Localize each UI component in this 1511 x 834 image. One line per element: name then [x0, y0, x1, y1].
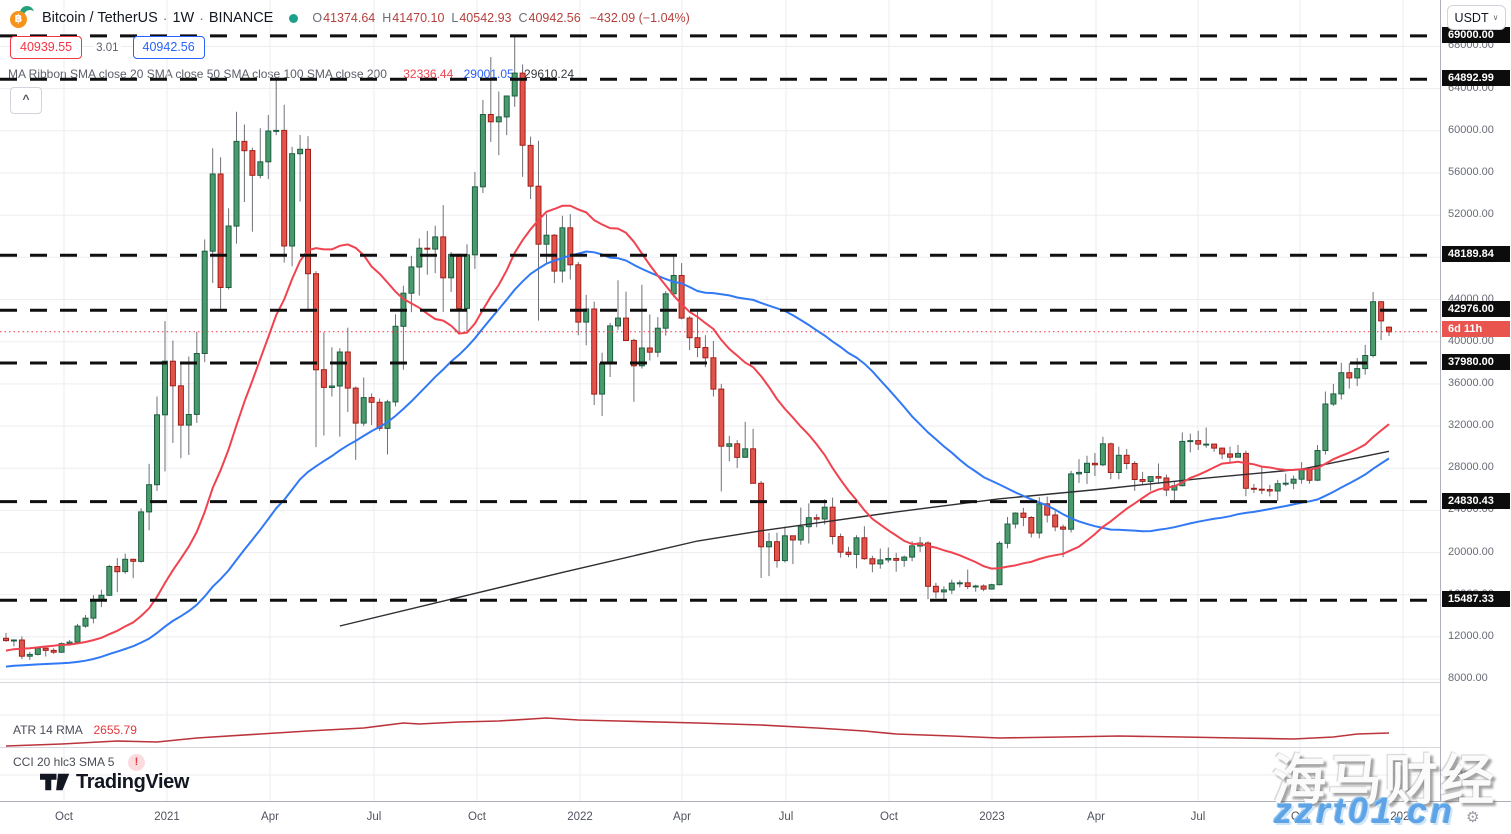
currency-label: USDT: [1454, 10, 1489, 25]
exchange-name[interactable]: BINANCE: [208, 10, 274, 26]
grid-lines: [0, 0, 1440, 801]
indicator-error-icon[interactable]: !: [128, 754, 145, 771]
ask-price-box: 40942.56: [132, 36, 205, 59]
ohlc-values: O41374.64 H41470.10 L40542.93 C40942.56: [312, 11, 587, 25]
level-price-label: 69000.00: [1442, 27, 1510, 43]
tradingview-logo[interactable]: TradingView: [40, 770, 189, 794]
high-label: H: [382, 11, 392, 25]
level-price-label: 42976.00: [1442, 301, 1510, 317]
gear-icon[interactable]: ⚙: [1466, 809, 1480, 826]
watermark-chinese: 海马财经: [1272, 751, 1496, 811]
btc-usdt-pair-icon: ฿: [8, 5, 38, 31]
time-axis-label: 2022: [567, 811, 593, 823]
level-price-label: 37980.00: [1442, 354, 1510, 370]
price-tick-label: 40000.00: [1448, 335, 1494, 347]
market-status-dot: [289, 13, 299, 23]
open-label: O: [312, 11, 323, 25]
bid-price-box: 40939.55: [10, 36, 83, 59]
level-price-label: 64892.99: [1442, 70, 1510, 86]
price-tick-label: 8000.00: [1448, 672, 1488, 684]
price-tick-label: 52000.00: [1448, 208, 1494, 220]
price-tick-label: 20000.00: [1448, 546, 1494, 558]
bitcoin-icon: ฿: [10, 11, 27, 28]
level-lines: [0, 34, 1440, 602]
ma-ribbon-status-line: MA Ribbon SMA close 20 SMA close 50 SMA …: [8, 67, 574, 81]
time-axis-label: 2023: [979, 811, 1005, 823]
price-tick-label: 12000.00: [1448, 630, 1494, 642]
level-price-label: 24830.43: [1442, 493, 1510, 509]
spread-value: 3.01: [94, 41, 121, 54]
atr-pane-label: ATR 14 RMA 2655.79: [13, 723, 137, 737]
time-axis-label: Jul: [1190, 811, 1206, 823]
time-axis-label: Apr: [673, 811, 691, 823]
price-tick-label: 60000.00: [1448, 124, 1494, 136]
separator-dot: ·: [199, 10, 204, 26]
cci-axis-zero-label: 0.00: [1448, 769, 1470, 781]
time-axis-label: Oct: [1291, 811, 1309, 823]
time-axis[interactable]: ⚙ Oct 2021 Apr Jul Oct 2022 Apr Jul Oct 2023 Apr Ju…: [0, 801, 1511, 834]
price-tick-label: 32000.00: [1448, 419, 1494, 431]
atr-label[interactable]: ATR 14 RMA: [13, 723, 83, 737]
ma-ribbon-label[interactable]: MA Ribbon SMA close 20 SMA close 50 SMA …: [8, 67, 387, 81]
separator-dot: ·: [162, 10, 168, 26]
price-chart-canvas[interactable]: [0, 0, 1440, 801]
high-value: 41470.10: [392, 11, 445, 25]
bar-countdown-label: 6d 11h: [1442, 321, 1510, 337]
sma50-value: 29001.05: [463, 67, 514, 81]
bid-ask-row: 40939.55 3.01 40942.56: [10, 36, 205, 59]
tradingview-logo-icon: [40, 773, 70, 791]
time-axis-label: Oct: [55, 811, 73, 823]
currency-selector[interactable]: USDT ∨: [1447, 5, 1506, 30]
time-axis-label: 2021: [154, 811, 180, 823]
close-label: C: [518, 11, 528, 25]
watermark-site: zzrt01.cn: [1274, 790, 1456, 831]
price-tick-label: 56000.00: [1448, 166, 1494, 178]
cci-pane-label: CCI 20 hlc3 SMA 5: [13, 755, 114, 769]
level-price-label: 48189.84: [1442, 246, 1510, 262]
time-axis-label: Oct: [468, 811, 486, 823]
time-axis-label: Jul: [366, 811, 382, 823]
cci-label[interactable]: CCI 20 hlc3 SMA 5: [13, 755, 115, 769]
tradingview-logo-text: TradingView: [76, 770, 190, 793]
change-value: −432.09 (−1.04%): [589, 11, 690, 25]
level-price-label: 15487.33: [1442, 591, 1510, 607]
close-value: 40942.56: [528, 11, 581, 25]
candles-bodies: [3, 72, 1392, 657]
time-axis-label: 2024: [1390, 811, 1416, 823]
ma-lines: [5, 204, 1390, 668]
time-axis-label: Jul: [778, 811, 794, 823]
time-axis-label: Oct: [880, 811, 898, 823]
open-value: 41374.64: [323, 11, 376, 25]
chevron-down-icon: ∨: [1492, 13, 1499, 22]
symbol-header: ฿ Bitcoin / TetherUS · 1W · BINANCE O413…: [8, 5, 690, 31]
price-tick-label: 36000.00: [1448, 377, 1494, 389]
time-axis-label: Apr: [1087, 811, 1105, 823]
low-value: 40542.93: [459, 11, 512, 25]
interval-button[interactable]: 1W: [172, 10, 195, 26]
price-axis[interactable]: USDT ∨ 0.00 68000.00 64000.00 60000.00 5600…: [1440, 0, 1511, 801]
atr-line: [5, 717, 1390, 747]
low-label: L: [451, 11, 459, 25]
time-axis-label: Apr: [261, 811, 279, 823]
collapse-panel-button[interactable]: ^: [10, 87, 42, 114]
atr-value: 2655.79: [93, 723, 137, 737]
sma20-value: 32336.44: [403, 67, 454, 81]
symbol-name[interactable]: Bitcoin / TetherUS: [42, 10, 158, 26]
price-tick-label: 28000.00: [1448, 461, 1494, 473]
sma200-value: 29610.24: [524, 67, 575, 81]
